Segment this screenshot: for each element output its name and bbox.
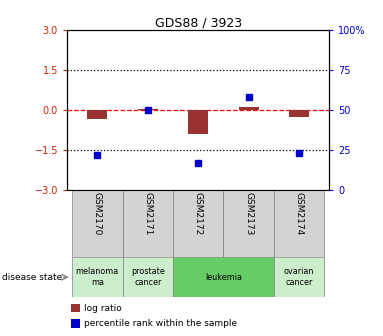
Bar (72, 257, 123, 297)
Text: GSM2172: GSM2172 (194, 192, 203, 235)
Bar (239, 107, 259, 110)
Text: GSM2171: GSM2171 (143, 192, 152, 235)
Text: GSM2173: GSM2173 (244, 192, 253, 235)
Bar (173, 257, 274, 297)
Text: GSM2174: GSM2174 (295, 192, 304, 235)
Text: ovarian
cancer: ovarian cancer (284, 267, 314, 287)
Text: leukemia: leukemia (205, 273, 242, 282)
Bar (173, 190, 223, 257)
Bar (274, 190, 324, 257)
Bar (87, 110, 107, 119)
Text: GSM2170: GSM2170 (93, 192, 102, 235)
Bar (72, 190, 123, 257)
Bar (274, 257, 324, 297)
Bar (123, 190, 173, 257)
Text: disease state: disease state (2, 273, 62, 282)
Text: log ratio: log ratio (84, 304, 122, 313)
Bar (188, 110, 208, 134)
Text: percentile rank within the sample: percentile rank within the sample (84, 319, 237, 328)
Bar (289, 110, 309, 118)
Bar (223, 190, 274, 257)
Text: melanoma
ma: melanoma ma (76, 267, 119, 287)
Title: GDS88 / 3923: GDS88 / 3923 (155, 16, 242, 29)
Bar (123, 257, 173, 297)
Bar (137, 109, 158, 110)
Text: prostate
cancer: prostate cancer (131, 267, 165, 287)
